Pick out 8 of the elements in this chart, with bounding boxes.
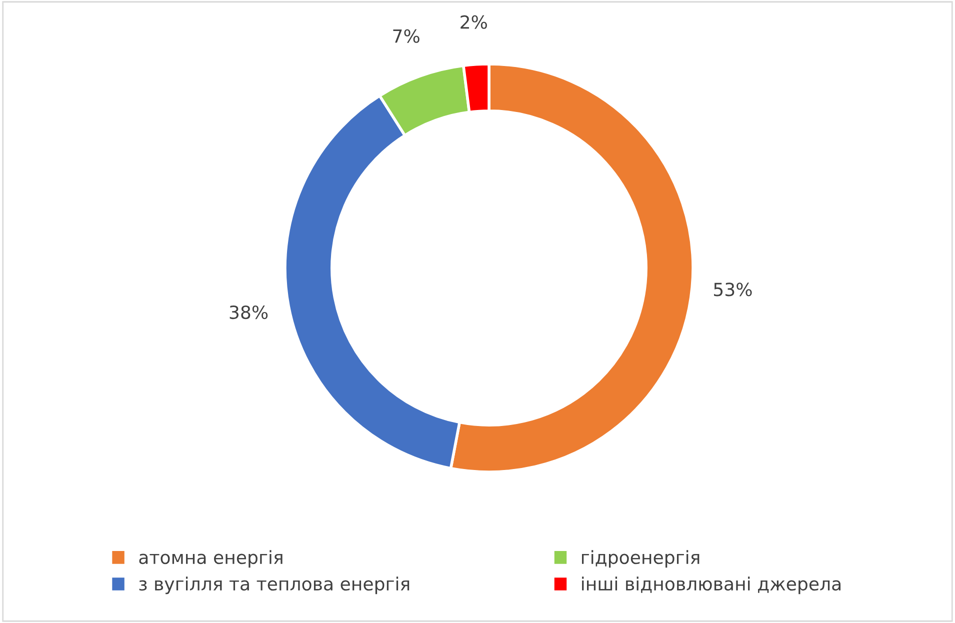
data-label: 2% [460,15,487,29]
legend-label: гідроенергія [582,550,700,568]
legend-label: з вугілля та теплова енергія [139,576,410,594]
data-label: 7% [393,29,420,43]
data-label: 53% [714,282,752,296]
legend-label: інші відновлювані джерела [582,576,840,594]
legend-label: атомна енергія [139,550,282,568]
data-label: 38% [230,305,268,320]
